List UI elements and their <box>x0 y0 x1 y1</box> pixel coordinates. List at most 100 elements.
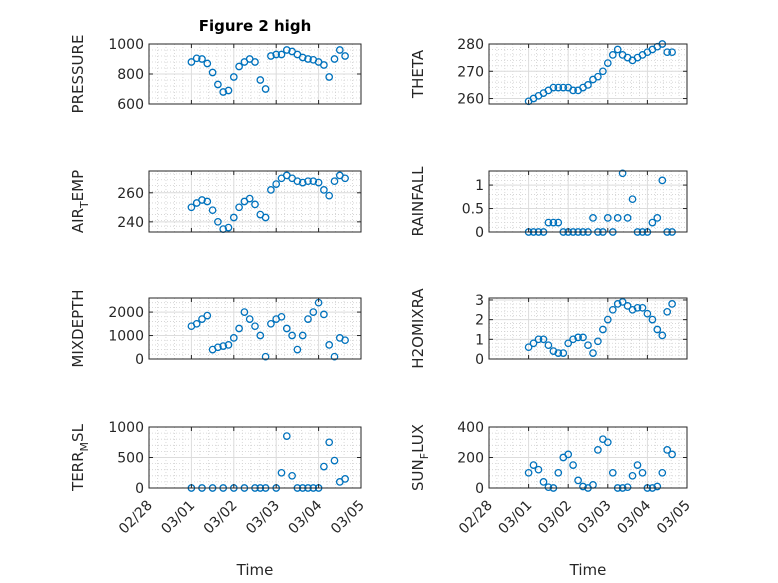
y-tick-label: 1000 <box>108 329 144 345</box>
y-axis-label: TERRMSL <box>69 423 91 492</box>
x-tick-label: 03/05 <box>328 498 368 538</box>
data-point <box>613 214 622 222</box>
data-point <box>224 86 233 95</box>
data-point <box>633 461 642 469</box>
data-point <box>569 335 577 344</box>
data-point <box>653 482 662 491</box>
data-point <box>192 319 201 328</box>
data-point <box>282 324 291 333</box>
axes-box <box>488 297 688 360</box>
y-tick-label: 600 <box>117 97 144 113</box>
data-point <box>618 169 627 178</box>
data-point <box>208 206 217 215</box>
data-point <box>304 55 312 63</box>
y-tick-label: 280 <box>457 37 484 53</box>
data-point <box>628 471 637 480</box>
data-point <box>267 52 275 60</box>
y-tick-label: 1000 <box>108 37 144 53</box>
y-axis-label: SUNFLUX <box>409 424 431 491</box>
data-point <box>229 334 238 342</box>
data-point <box>559 349 568 357</box>
y-tick-label: 2 <box>475 313 484 329</box>
data-point <box>559 83 568 92</box>
data-point <box>187 58 196 66</box>
data-point <box>251 322 259 331</box>
data-point <box>603 214 612 222</box>
subplot-5: 0 1000 2000 MIXDEPTH <box>69 289 362 368</box>
data-point <box>187 203 196 212</box>
data-point <box>330 55 339 63</box>
data-point <box>298 53 307 62</box>
y-tick-label: 200 <box>457 451 484 467</box>
data-point <box>574 333 582 342</box>
data-point <box>653 214 662 222</box>
data-point <box>325 73 334 81</box>
data-point <box>653 325 662 334</box>
data-point <box>288 331 296 340</box>
data-point <box>658 176 667 185</box>
data-point <box>544 218 553 227</box>
data-point <box>267 186 275 194</box>
data-point <box>214 217 222 226</box>
data-point <box>224 341 233 349</box>
data-point <box>534 465 543 474</box>
data-point <box>235 62 243 71</box>
y-tick-label: 400 <box>457 420 484 436</box>
data-point <box>330 352 339 361</box>
data-point <box>277 468 286 477</box>
data-point <box>613 300 622 308</box>
data-point <box>256 331 265 340</box>
data-point <box>208 68 217 77</box>
y-tick-label: 0 <box>135 481 144 497</box>
data-point <box>298 178 307 187</box>
data-point <box>554 218 563 227</box>
y-tick-label: 260 <box>457 92 484 108</box>
data-point <box>309 308 318 316</box>
data-point <box>564 450 573 459</box>
data-point <box>203 311 212 320</box>
x-tick-label: 02/28 <box>116 498 156 538</box>
y-tick-label: 260 <box>117 186 144 202</box>
data-point <box>569 461 577 469</box>
data-point <box>579 482 587 491</box>
data-point <box>304 177 312 186</box>
x-tick-label: 02/28 <box>456 498 496 538</box>
data-point <box>330 456 339 465</box>
data-point <box>256 76 265 84</box>
x-tick-label: 03/04 <box>614 497 654 537</box>
data-point <box>192 54 201 63</box>
data-point <box>320 462 328 471</box>
x-axis-label: Time <box>236 561 274 579</box>
data-point <box>663 307 672 316</box>
y-tick-label: 1000 <box>108 420 144 436</box>
data-point <box>594 446 602 454</box>
data-point <box>261 213 270 222</box>
y-tick-label: 0 <box>135 352 144 368</box>
data-point <box>564 339 573 348</box>
data-point <box>325 191 334 200</box>
data-point <box>549 347 558 355</box>
data-point <box>293 177 302 186</box>
data-point <box>608 51 617 59</box>
y-tick-label: 0 <box>475 225 484 241</box>
x-axis-label: Time <box>569 561 607 579</box>
data-point <box>603 59 612 67</box>
data-point <box>320 186 328 194</box>
x-tick-label: 03/05 <box>654 498 694 538</box>
data-point <box>603 438 612 447</box>
data-point <box>261 352 270 361</box>
y-axis-label: THETA <box>409 49 427 99</box>
y-axis-label: RAINFALL <box>409 166 427 237</box>
data-point <box>203 59 212 68</box>
chart-title: Figure 2 high <box>199 17 312 35</box>
data-point <box>304 315 312 323</box>
y-tick-label: 270 <box>457 64 484 80</box>
data-point <box>544 341 553 350</box>
subplot-2: 260 270 280 THETA <box>409 37 688 108</box>
data-point <box>638 468 647 477</box>
data-point <box>224 223 233 232</box>
data-point <box>599 67 607 76</box>
y-tick-label: 0 <box>475 352 484 368</box>
data-point <box>235 324 243 333</box>
